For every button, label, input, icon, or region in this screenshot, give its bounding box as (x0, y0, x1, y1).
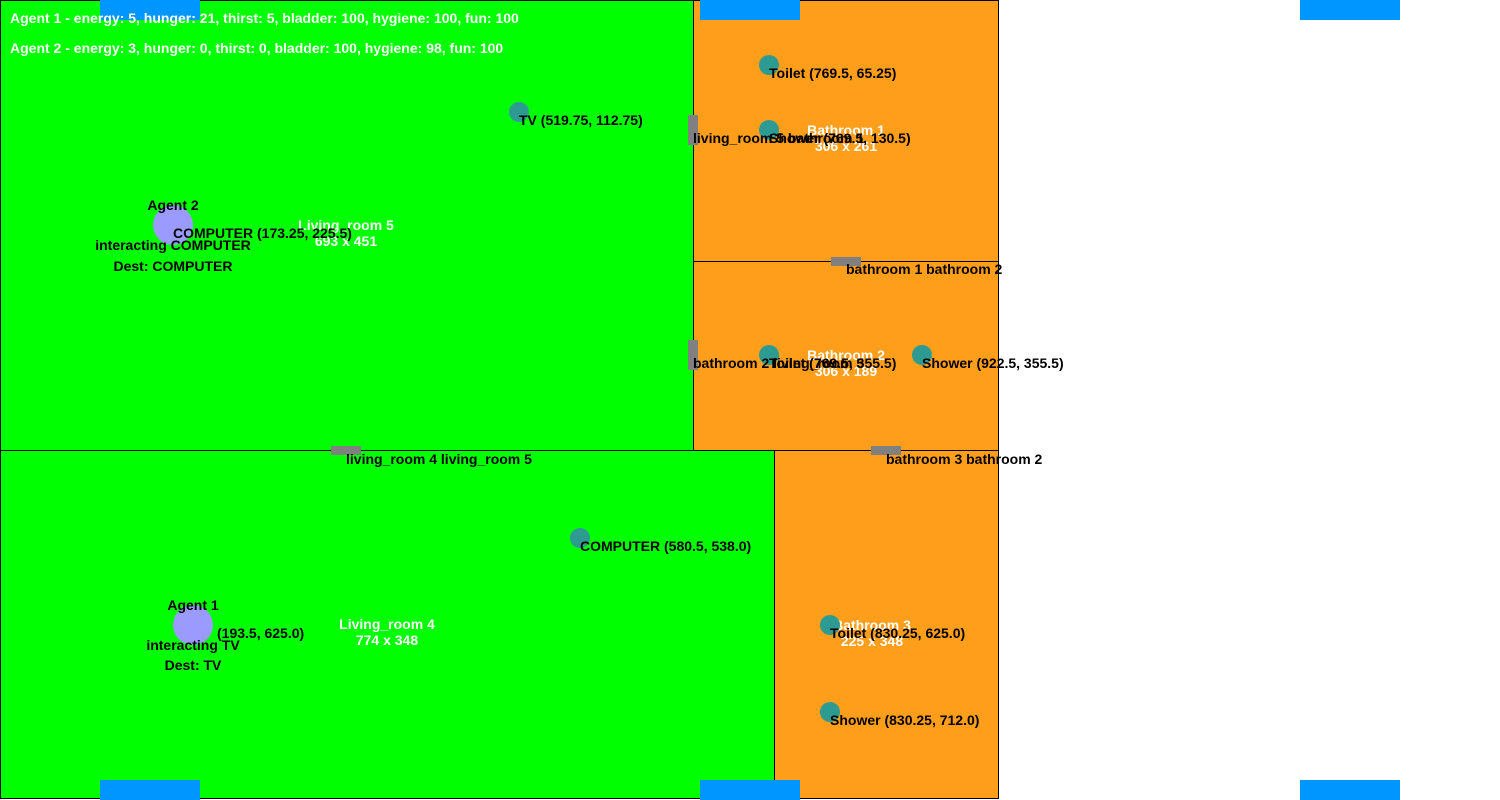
room-size-bathroom-1: 306 x 261 (814, 138, 878, 154)
door-living5-bath1[interactable] (688, 115, 698, 145)
agent-2-action: interacting COMPUTER (95, 237, 251, 253)
room-size-living-room-4: 774 x 348 (355, 632, 419, 648)
room-name-bathroom-3: Bathroom 3 (833, 617, 911, 633)
door-label-living4-living5: living_room 4 living_room 5 (346, 451, 532, 467)
room-name-living-room-4: Living_room 4 (339, 616, 435, 632)
toilet-label-bathroom-1: Toilet (769.5, 65.25) (769, 65, 897, 81)
door-living4-living5[interactable] (331, 446, 361, 455)
room-size-bathroom-2: 306 x 189 (814, 363, 878, 379)
room-size-bathroom-3: 225 x 348 (840, 633, 904, 649)
tv-marker-living-room-5[interactable] (509, 102, 529, 122)
agent-2-name: Agent 2 (147, 197, 199, 213)
tv-label-living-room-4: (193.5, 625.0) (217, 625, 305, 641)
toilet-marker-bathroom-3[interactable] (820, 615, 840, 635)
agent-2-status: Agent 2 - energy: 3, hunger: 0, thirst: … (10, 40, 504, 56)
computer-label-living-room-5: COMPUTER (173.25, 225.5) (173, 225, 352, 241)
shower-label-bathroom-2: Shower (922.5, 355.5) (922, 355, 1064, 371)
room-bathroom-3 (774, 450, 999, 799)
room-name-living-room-5: Living_room 5 (298, 217, 394, 233)
room-bathroom-1 (693, 0, 999, 262)
window-bottom-2 (700, 780, 800, 800)
shower-label-bathroom-3: Shower (830.25, 712.0) (830, 712, 980, 728)
shower-marker-bathroom-2[interactable] (912, 345, 932, 365)
room-size-living-room-5: 693 x 451 (314, 233, 378, 249)
room-living-room-5 (0, 0, 694, 451)
computer-marker-living-room-4[interactable] (570, 528, 590, 548)
toilet-marker-bathroom-2[interactable] (759, 345, 779, 365)
window-top-1 (100, 0, 200, 20)
room-name-bathroom-1: Bathroom 1 (807, 122, 885, 138)
computer-label-living-room-4: COMPUTER (580.5, 538.0) (580, 538, 752, 554)
shower-marker-bathroom-1[interactable] (759, 120, 779, 140)
toilet-label-bathroom-3: Toilet (830.25, 625.0) (830, 625, 966, 641)
window-top-3 (1300, 0, 1400, 20)
tv-label-living-room-5: TV (519.75, 112.75) (519, 112, 643, 128)
room-name-bathroom-2: Bathroom 2 (807, 347, 885, 363)
window-bottom-3 (1300, 780, 1400, 800)
door-bath2-living5[interactable] (688, 340, 698, 370)
agent-1-destination: Dest: TV (164, 657, 222, 673)
toilet-label-bathroom-2: Toilet (769.5, 355.5) (769, 355, 897, 371)
shower-label-bathroom-1: Shower (769.5, 130.5) (769, 130, 911, 146)
door-bath1-bath2[interactable] (831, 257, 861, 266)
agent-1-name: Agent 1 (167, 597, 219, 613)
agent-1-action: interacting TV (146, 637, 240, 653)
toilet-marker-bathroom-1[interactable] (759, 55, 779, 75)
agent-2-avatar[interactable] (153, 205, 193, 245)
door-label-bath2-living5: bathroom 2 living_room 5 (693, 355, 865, 371)
door-bath3-bath2[interactable] (871, 446, 901, 455)
agent-1-avatar[interactable] (173, 605, 213, 645)
window-top-2 (700, 0, 800, 20)
room-living-room-4 (0, 450, 775, 799)
agent-1-status: Agent 1 - energy: 5, hunger: 21, thirst:… (10, 10, 519, 26)
shower-marker-bathroom-3[interactable] (820, 702, 840, 722)
agent-2-destination: Dest: COMPUTER (113, 258, 233, 274)
door-label-bath3-bath2: bathroom 3 bathroom 2 (886, 451, 1043, 467)
door-label-bath1-bath2: bathroom 1 bathroom 2 (846, 261, 1003, 277)
door-label-living5-bath1: living_room 5 bathroom 1 (693, 130, 865, 146)
window-bottom-1 (100, 780, 200, 800)
